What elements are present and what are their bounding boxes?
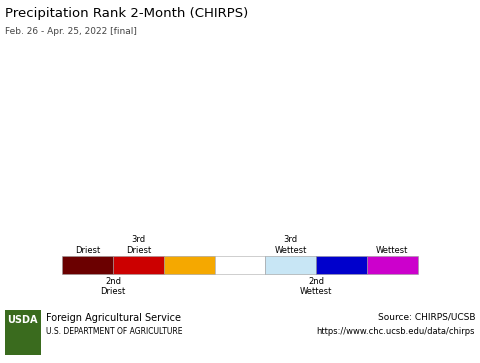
Bar [113,256,164,274]
Bar [62,256,113,274]
Text: Source: CHIRPS/UCSB: Source: CHIRPS/UCSB [377,313,475,322]
Text: 2nd
Driest: 2nd Driest [100,277,126,296]
Text: https://www.chc.ucsb.edu/data/chirps: https://www.chc.ucsb.edu/data/chirps [316,327,475,336]
Bar [164,256,215,274]
Text: U.S. DEPARTMENT OF AGRICULTURE: U.S. DEPARTMENT OF AGRICULTURE [46,327,182,336]
Bar [265,256,316,274]
Text: USDA: USDA [7,315,37,325]
Text: Foreign Agricultural Service: Foreign Agricultural Service [46,313,181,323]
Bar [215,256,265,274]
Text: Feb. 26 - Apr. 25, 2022 [final]: Feb. 26 - Apr. 25, 2022 [final] [5,27,137,36]
Bar [316,256,367,274]
Text: Wettest: Wettest [376,246,408,255]
Text: Driest: Driest [75,246,100,255]
Bar [367,256,418,274]
Text: 2nd
Wettest: 2nd Wettest [300,277,332,296]
Bar [5,310,41,355]
Text: Precipitation Rank 2-Month (CHIRPS): Precipitation Rank 2-Month (CHIRPS) [5,7,248,20]
Text: 3rd
Driest: 3rd Driest [126,236,151,255]
Text: 3rd
Wettest: 3rd Wettest [275,236,307,255]
